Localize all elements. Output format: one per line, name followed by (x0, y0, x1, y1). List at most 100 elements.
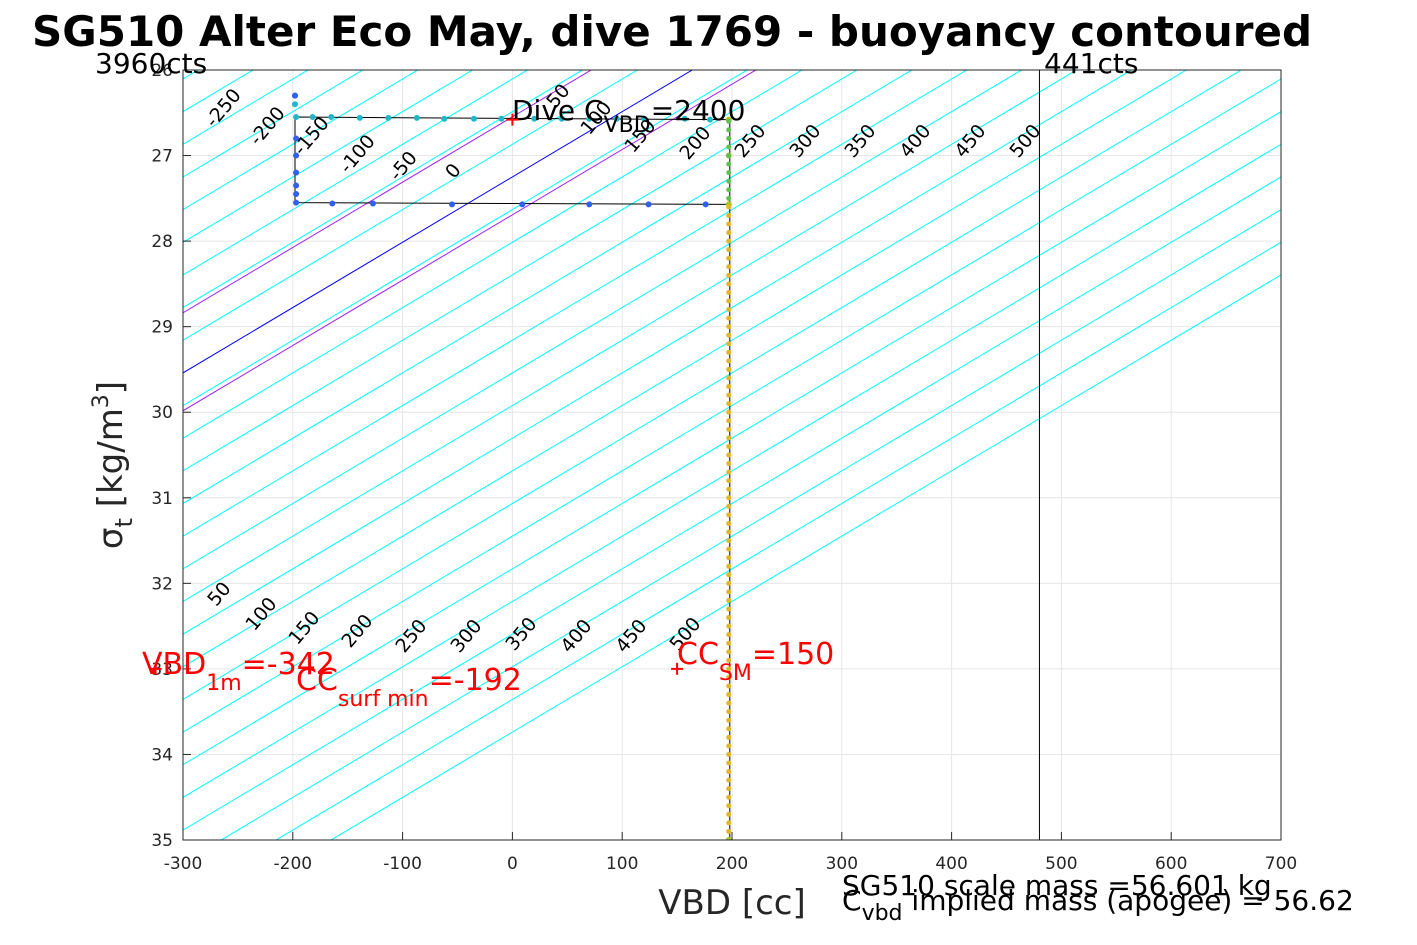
data-point (726, 734, 732, 740)
data-point (726, 170, 732, 176)
data-point (726, 820, 732, 826)
data-point (726, 803, 732, 809)
x-axis-label: VBD [cc] (658, 883, 806, 923)
data-point (726, 435, 732, 441)
data-point (726, 751, 732, 757)
data-point (726, 503, 732, 509)
data-point (726, 760, 732, 766)
data-point (726, 700, 732, 706)
data-point (293, 191, 300, 198)
x-tick-label: -100 (383, 854, 422, 874)
data-point (726, 289, 732, 295)
data-point (726, 461, 732, 467)
data-point (726, 580, 732, 586)
data-point (726, 127, 732, 133)
y-tick-label: 26 (151, 61, 173, 81)
data-point (531, 115, 538, 122)
data-point (707, 116, 714, 123)
data-point (726, 358, 732, 364)
data-point (293, 152, 300, 159)
data-point (726, 341, 732, 347)
data-point (726, 315, 732, 321)
x-tick-label: 0 (507, 854, 518, 874)
y-axis-label: σt [kg/m3] (89, 381, 138, 549)
data-point (291, 101, 298, 108)
contour-line (0, 27, 105, 883)
data-point (726, 375, 732, 381)
data-point (726, 264, 732, 270)
contour-line (183, 70, 1078, 603)
data-point (726, 272, 732, 278)
data-point (519, 201, 526, 208)
cc-surf-min-annotation: CCsurf min=-192 (296, 663, 522, 712)
data-point (726, 572, 732, 578)
contour-line (183, 70, 858, 472)
contour-line (183, 70, 639, 341)
contour-line (183, 70, 474, 243)
data-point (293, 182, 300, 189)
data-point (726, 640, 732, 646)
data-point (356, 114, 363, 121)
data-point (726, 187, 732, 193)
data-point (586, 115, 593, 122)
data-point (726, 443, 732, 449)
y-tick-label: 29 (151, 318, 173, 338)
x-tick-label: 200 (716, 854, 748, 874)
data-point (726, 709, 732, 715)
data-point (726, 153, 732, 159)
data-point (726, 409, 732, 415)
data-point (726, 178, 732, 184)
data-point (726, 195, 732, 201)
implied-mass-annotation: Cvbd implied mass (apogee) = 56.62 (842, 884, 1354, 926)
y-tick-label: 34 (151, 745, 173, 765)
data-point (726, 794, 732, 800)
left-count-label: 3960cts (95, 47, 207, 80)
data-point (726, 247, 732, 253)
data-point (726, 529, 732, 535)
data-point (309, 114, 316, 121)
data-point (726, 649, 732, 655)
data-point (726, 401, 732, 407)
contour-line (183, 70, 364, 178)
contour-line (183, 70, 419, 211)
data-point (645, 201, 652, 208)
data-point (726, 828, 732, 834)
data-point (726, 452, 732, 458)
x-tick-label: 600 (1155, 854, 1187, 874)
contour-line (183, 70, 749, 407)
data-point (291, 92, 298, 99)
axis-ticks: -300 -200 -100 0 100 200 300 400 500 600 700 26 27 28… (151, 61, 1297, 874)
contour-line (183, 176, 1281, 831)
data-point (726, 512, 732, 518)
data-point (726, 743, 732, 749)
x-tick-label: 400 (935, 854, 967, 874)
y-tick-label: 27 (151, 147, 173, 167)
dive-cvbd-annotation: Dive CVBD=2400 (512, 94, 745, 138)
contour-line (183, 70, 1133, 635)
zero-contour-line (183, 70, 694, 374)
data-point (726, 418, 732, 424)
data-point (726, 546, 732, 552)
data-point (726, 692, 732, 698)
data-point (726, 486, 732, 492)
data-point (726, 349, 732, 355)
data-point (726, 238, 732, 244)
data-point (293, 169, 300, 176)
contour-line (220, 209, 1281, 840)
data-point (725, 837, 732, 840)
data-point (726, 606, 732, 612)
buoyancy-contours (0, 27, 1281, 883)
data-point (726, 717, 732, 723)
data-point (726, 632, 732, 638)
x-tick-label: -200 (274, 854, 313, 874)
y-tick-label: 28 (151, 232, 173, 252)
data-point (681, 115, 688, 122)
contour-line (183, 70, 584, 309)
data-point (293, 199, 300, 206)
data-point (726, 769, 732, 775)
contour-line (183, 143, 1281, 798)
grid-lines (183, 70, 1281, 840)
data-point (726, 384, 732, 390)
data-point (449, 201, 456, 208)
chart-title: SG510 Alter Eco May, dive 1769 - buoyanc… (32, 7, 1312, 56)
